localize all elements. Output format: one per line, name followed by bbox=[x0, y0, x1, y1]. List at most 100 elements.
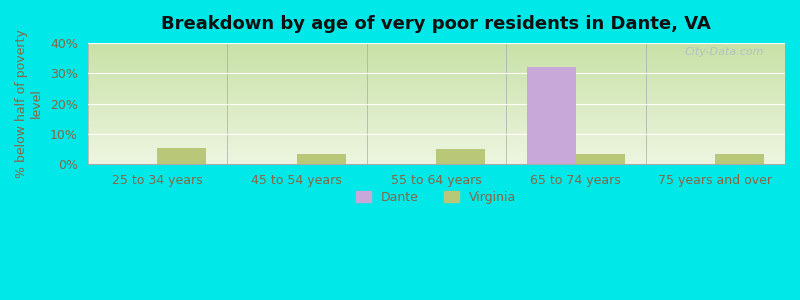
Bar bbox=[87, 88, 785, 89]
Bar bbox=[87, 109, 785, 110]
Bar bbox=[87, 63, 785, 64]
Bar bbox=[87, 114, 785, 115]
Bar bbox=[87, 83, 785, 84]
Bar bbox=[87, 86, 785, 87]
Legend: Dante, Virginia: Dante, Virginia bbox=[351, 186, 522, 209]
Bar bbox=[87, 85, 785, 86]
Bar bbox=[87, 44, 785, 45]
Bar bbox=[87, 90, 785, 91]
Bar bbox=[87, 91, 785, 92]
Bar bbox=[87, 102, 785, 103]
Bar bbox=[87, 139, 785, 140]
Bar bbox=[87, 54, 785, 55]
Bar bbox=[87, 48, 785, 49]
Bar bbox=[87, 112, 785, 113]
Bar bbox=[87, 72, 785, 73]
Bar bbox=[87, 152, 785, 153]
Bar bbox=[87, 127, 785, 128]
Bar bbox=[87, 60, 785, 61]
Bar bbox=[87, 153, 785, 154]
Bar bbox=[87, 159, 785, 160]
Bar bbox=[87, 82, 785, 83]
Bar bbox=[87, 75, 785, 76]
Bar bbox=[87, 89, 785, 90]
Bar bbox=[87, 76, 785, 77]
Bar bbox=[87, 146, 785, 147]
Bar bbox=[87, 78, 785, 79]
Bar bbox=[87, 81, 785, 82]
Bar bbox=[87, 70, 785, 71]
Bar bbox=[87, 61, 785, 62]
Bar bbox=[87, 79, 785, 80]
Bar bbox=[87, 124, 785, 125]
Bar bbox=[87, 142, 785, 143]
Bar bbox=[87, 100, 785, 101]
Bar bbox=[87, 99, 785, 100]
Bar bbox=[87, 119, 785, 120]
Bar bbox=[87, 129, 785, 130]
Bar bbox=[87, 123, 785, 124]
Bar bbox=[87, 62, 785, 63]
Bar bbox=[87, 56, 785, 57]
Bar bbox=[87, 161, 785, 162]
Bar bbox=[87, 136, 785, 137]
Bar bbox=[87, 145, 785, 146]
Bar bbox=[87, 77, 785, 78]
Bar bbox=[87, 51, 785, 52]
Bar bbox=[87, 134, 785, 135]
Bar bbox=[87, 84, 785, 85]
Bar bbox=[87, 120, 785, 121]
Bar bbox=[87, 149, 785, 150]
Text: City-Data.com: City-Data.com bbox=[685, 46, 764, 56]
Bar bbox=[87, 160, 785, 161]
Bar bbox=[87, 126, 785, 127]
Bar bbox=[87, 93, 785, 94]
Bar bbox=[87, 107, 785, 108]
Bar bbox=[87, 158, 785, 159]
Bar bbox=[87, 50, 785, 51]
Bar bbox=[87, 125, 785, 126]
Bar bbox=[87, 111, 785, 112]
Bar bbox=[87, 106, 785, 107]
Bar bbox=[87, 71, 785, 72]
Bar bbox=[87, 105, 785, 106]
Bar bbox=[87, 98, 785, 99]
Bar bbox=[87, 57, 785, 58]
Bar bbox=[87, 65, 785, 66]
Bar bbox=[87, 47, 785, 48]
Bar bbox=[87, 133, 785, 134]
Bar bbox=[87, 118, 785, 119]
Bar bbox=[87, 128, 785, 129]
Bar bbox=[87, 150, 785, 151]
Bar bbox=[87, 61, 785, 62]
Bar bbox=[87, 66, 785, 67]
Bar bbox=[87, 94, 785, 95]
Bar bbox=[87, 110, 785, 111]
Bar bbox=[87, 64, 785, 65]
Bar bbox=[87, 68, 785, 69]
Bar bbox=[87, 162, 785, 163]
Bar bbox=[715, 154, 764, 164]
Bar bbox=[87, 87, 785, 88]
Bar bbox=[87, 144, 785, 145]
Bar bbox=[87, 46, 785, 47]
Bar bbox=[87, 141, 785, 142]
Bar bbox=[87, 130, 785, 131]
Bar bbox=[87, 52, 785, 53]
Bar bbox=[87, 49, 785, 50]
Title: Breakdown by age of very poor residents in Dante, VA: Breakdown by age of very poor residents … bbox=[162, 15, 711, 33]
Bar bbox=[87, 103, 785, 104]
Bar bbox=[87, 96, 785, 97]
Bar bbox=[87, 67, 785, 68]
Bar bbox=[87, 53, 785, 54]
Bar bbox=[87, 121, 785, 122]
Bar bbox=[87, 113, 785, 114]
Bar bbox=[87, 151, 785, 152]
Bar bbox=[87, 95, 785, 96]
Bar bbox=[87, 157, 785, 158]
Bar bbox=[87, 117, 785, 118]
Bar bbox=[87, 43, 785, 44]
Bar bbox=[87, 69, 785, 70]
Bar bbox=[87, 140, 785, 141]
Bar bbox=[87, 131, 785, 132]
